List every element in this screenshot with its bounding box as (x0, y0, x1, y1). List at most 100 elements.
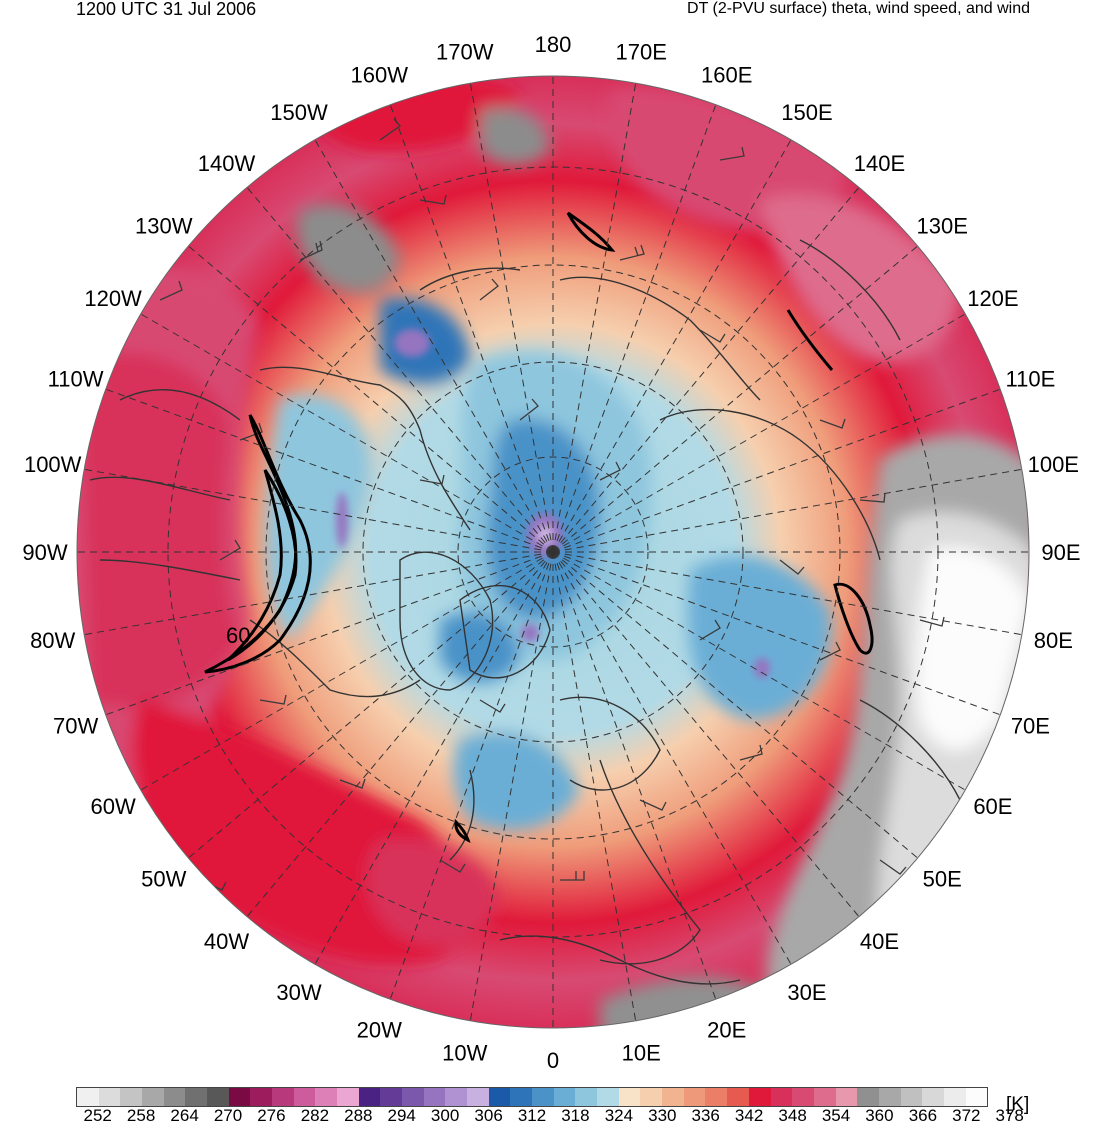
meridian-line (105, 388, 554, 553)
longitude-label: 80W (30, 628, 75, 653)
colorbar-swatch (835, 1088, 858, 1106)
colorbar-swatch (98, 1088, 121, 1106)
meridian-line (552, 551, 1022, 636)
colorbar-swatch (488, 1088, 511, 1106)
colorbar-swatch (553, 1088, 576, 1106)
colorbar-swatch (597, 1088, 619, 1106)
longitude-label: 130W (135, 214, 193, 239)
longitude-label: 40W (204, 929, 249, 954)
longitude-label: 30E (787, 980, 826, 1005)
meridian-line (84, 551, 554, 636)
meridian-line (552, 551, 717, 1000)
colorbar-tick-labels: 252 258 264 270 276 282 288 294 300 306 312 318 324 3… (76, 1106, 1024, 1128)
colorbar-tick-label: 264 (170, 1106, 199, 1125)
product-title: DT (2-PVU surface) theta, wind speed, an… (687, 0, 1030, 17)
meridian-line (552, 551, 966, 791)
colorbar-tick-label: 312 (517, 1106, 547, 1125)
colorbar-swatch (120, 1088, 143, 1106)
colorbar-swatch (142, 1088, 164, 1106)
meridian-line (389, 551, 554, 1000)
colorbar-tick-label: 300 (430, 1106, 460, 1125)
colorbar-swatch (770, 1088, 793, 1106)
jet-speed-contours (204, 211, 874, 843)
colorbar-tick-label: 336 (691, 1106, 720, 1125)
meridians (77, 76, 1029, 1028)
colorbar-swatch (640, 1088, 663, 1106)
longitude-label: 90W (22, 540, 67, 565)
longitude-label: 10W (442, 1040, 487, 1065)
colorbar-swatch (358, 1088, 381, 1106)
meridian-line (552, 551, 792, 965)
map-boundary (76, 75, 1030, 1029)
longitude-label: 100W (24, 452, 82, 477)
colorbar-swatch (532, 1088, 554, 1106)
colorbar-tick-label: 366 (908, 1106, 938, 1125)
meridian-line (552, 104, 717, 553)
longitude-label: 160W (351, 63, 409, 88)
meridian-line (246, 187, 554, 553)
longitude-label: 170E (616, 40, 667, 65)
longitude-label: 80E (1034, 628, 1073, 653)
colorbar-swatch (380, 1088, 403, 1106)
meridian-line (552, 551, 918, 859)
colorbar-swatch (727, 1088, 749, 1106)
colorbar-tick-label: 282 (300, 1106, 330, 1125)
colorbar-swatch (662, 1088, 684, 1106)
meridian-line (389, 104, 554, 553)
wind-barbs (159, 118, 945, 891)
meridian-line (314, 551, 554, 965)
colorbar-swatch (315, 1088, 338, 1106)
longitude-labels: 180 170E 160E 150E 140E 130E 120E 110E 100E 90E 80… (22, 32, 1080, 1073)
longitude-label: 30W (276, 980, 321, 1005)
colorbar-swatch (748, 1088, 771, 1106)
colorbar-tick-label: 276 (257, 1106, 286, 1125)
colorbar-swatch (705, 1088, 728, 1106)
longitude-label: 70W (53, 714, 98, 739)
coastlines (89, 239, 961, 985)
meridian-line (552, 313, 966, 553)
valid-time-label: 1200 UTC 31 Jul 2006 (76, 0, 257, 19)
meridian-line (188, 551, 554, 859)
meridian-line (552, 551, 637, 1021)
colorbar-tick-label: 372 (952, 1106, 981, 1125)
longitude-label: 120W (84, 286, 142, 311)
longitude-label: 70E (1011, 714, 1050, 739)
meridian-line (246, 551, 554, 917)
longitude-label: 110E (1006, 366, 1056, 391)
colorbar-tick-label: 288 (344, 1106, 373, 1125)
meridian-line (314, 139, 554, 553)
meridian-line (469, 551, 554, 1021)
jet-contour-label: 60 (226, 623, 250, 648)
colorbar-swatch (618, 1088, 641, 1106)
colorbar-swatch (813, 1088, 836, 1106)
colorbar-swatch (792, 1088, 814, 1106)
meridian-line (552, 551, 1001, 716)
longitude-label: 10E (622, 1040, 661, 1065)
colorbar-swatch (683, 1088, 706, 1106)
longitude-label: 140E (854, 151, 905, 176)
colorbar-swatch (402, 1088, 424, 1106)
colorbar-tick-label: 354 (821, 1106, 851, 1125)
longitude-label: 120E (967, 286, 1018, 311)
meridian-line (552, 388, 1001, 553)
meridian-line (552, 139, 792, 553)
colorbar-tick-label: 378 (995, 1106, 1024, 1125)
colorbar-swatch (163, 1088, 186, 1106)
colorbar-swatch (293, 1088, 316, 1106)
colorbar-tick-label: 270 (213, 1106, 243, 1125)
theta-field (77, 76, 1029, 1028)
colorbar-tick-label: 258 (126, 1106, 156, 1125)
meridian-line (552, 468, 1022, 553)
longitude-label: 60E (973, 794, 1012, 819)
meridian-line (140, 313, 554, 553)
colorbar-swatch (337, 1088, 359, 1106)
longitude-label: 150E (781, 100, 832, 125)
colorbar-tick-label: 318 (561, 1106, 590, 1125)
meridian-line (84, 468, 554, 553)
longitude-label: 60W (90, 794, 135, 819)
colorbar-swatch (423, 1088, 446, 1106)
colorbar-tick-label: 360 (865, 1106, 894, 1125)
colorbar-tick-label: 342 (734, 1106, 764, 1125)
meridian-line (105, 551, 554, 716)
colorbar-swatch (575, 1088, 598, 1106)
